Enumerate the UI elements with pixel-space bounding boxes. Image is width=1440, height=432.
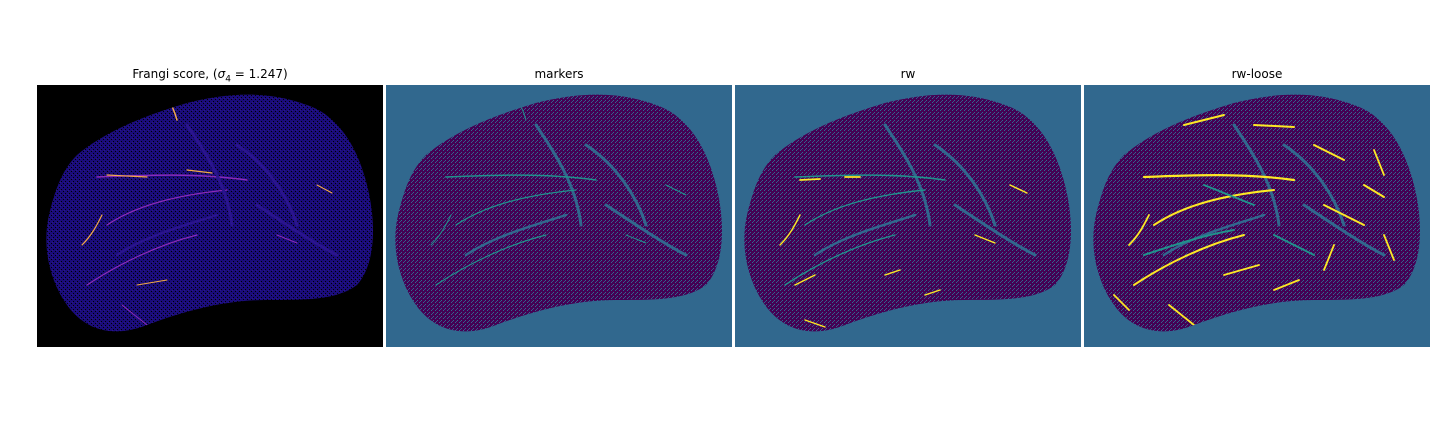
- title-suffix: = 1.247): [230, 67, 288, 81]
- markers-image: [386, 85, 732, 347]
- rw-loose-image: [1084, 85, 1430, 347]
- title-subscript: 4: [225, 74, 231, 85]
- rw-image: [735, 85, 1081, 347]
- panel-title-frangi-score: Frangi score, (σ4 = 1.247): [37, 66, 383, 87]
- panel-title-markers: markers: [534, 67, 584, 81]
- title-prefix: Frangi score, (: [132, 67, 218, 81]
- title-sigma: σ: [217, 67, 226, 81]
- panel-title-rw-loose: rw-loose: [1231, 67, 1283, 81]
- markers-panel: [386, 85, 732, 347]
- panel-title-rw: rw: [900, 67, 916, 81]
- frangi-score-image: [37, 85, 383, 347]
- frangi-score-panel: [37, 85, 383, 347]
- rw-panel: [735, 85, 1081, 347]
- rw-loose-panel: [1084, 85, 1430, 347]
